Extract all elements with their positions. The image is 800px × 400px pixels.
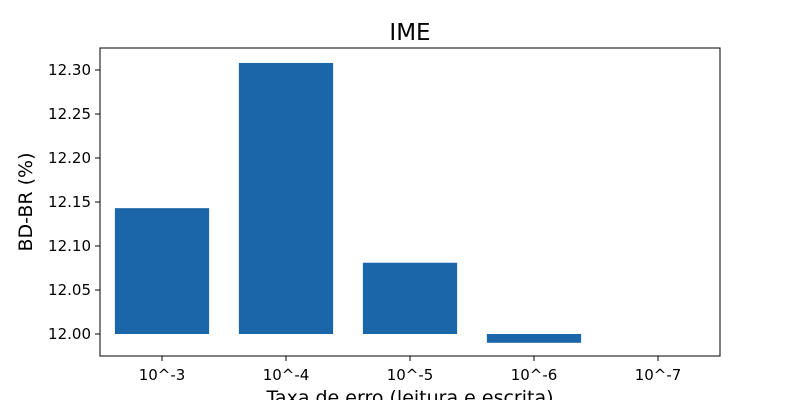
x-tick-label: 10^-5	[387, 366, 434, 384]
bar-10^-5	[362, 262, 458, 334]
x-axis-label: Taxa de erro (leitura e escrita)	[265, 387, 553, 400]
y-axis-ticks: 12.00 12.05 12.10 12.15 12.20 12.25 12.30	[48, 61, 100, 343]
bar-10^-6	[486, 334, 582, 343]
x-tick-label: 10^-3	[139, 366, 186, 384]
y-tick-label: 12.15	[48, 193, 91, 211]
y-tick-label: 12.00	[48, 325, 91, 343]
bar-10^-4	[238, 62, 334, 335]
bar-10^-3	[114, 208, 210, 334]
y-tick-label: 12.25	[48, 105, 91, 123]
x-tick-label: 10^-6	[511, 366, 558, 384]
x-tick-label: 10^-7	[635, 366, 682, 384]
y-tick-label: 12.30	[48, 61, 91, 79]
chart-title: IME	[389, 20, 430, 46]
y-tick-label: 12.10	[48, 237, 91, 255]
x-axis-ticks: 10^-3 10^-4 10^-5 10^-6 10^-7	[139, 356, 682, 384]
x-tick-label: 10^-4	[263, 366, 310, 384]
plot-frame	[99, 47, 721, 357]
y-tick-label: 12.20	[48, 149, 91, 167]
y-tick-label: 12.05	[48, 281, 91, 299]
bars-group	[114, 62, 582, 343]
y-axis-label: BD-BR (%)	[15, 153, 37, 252]
